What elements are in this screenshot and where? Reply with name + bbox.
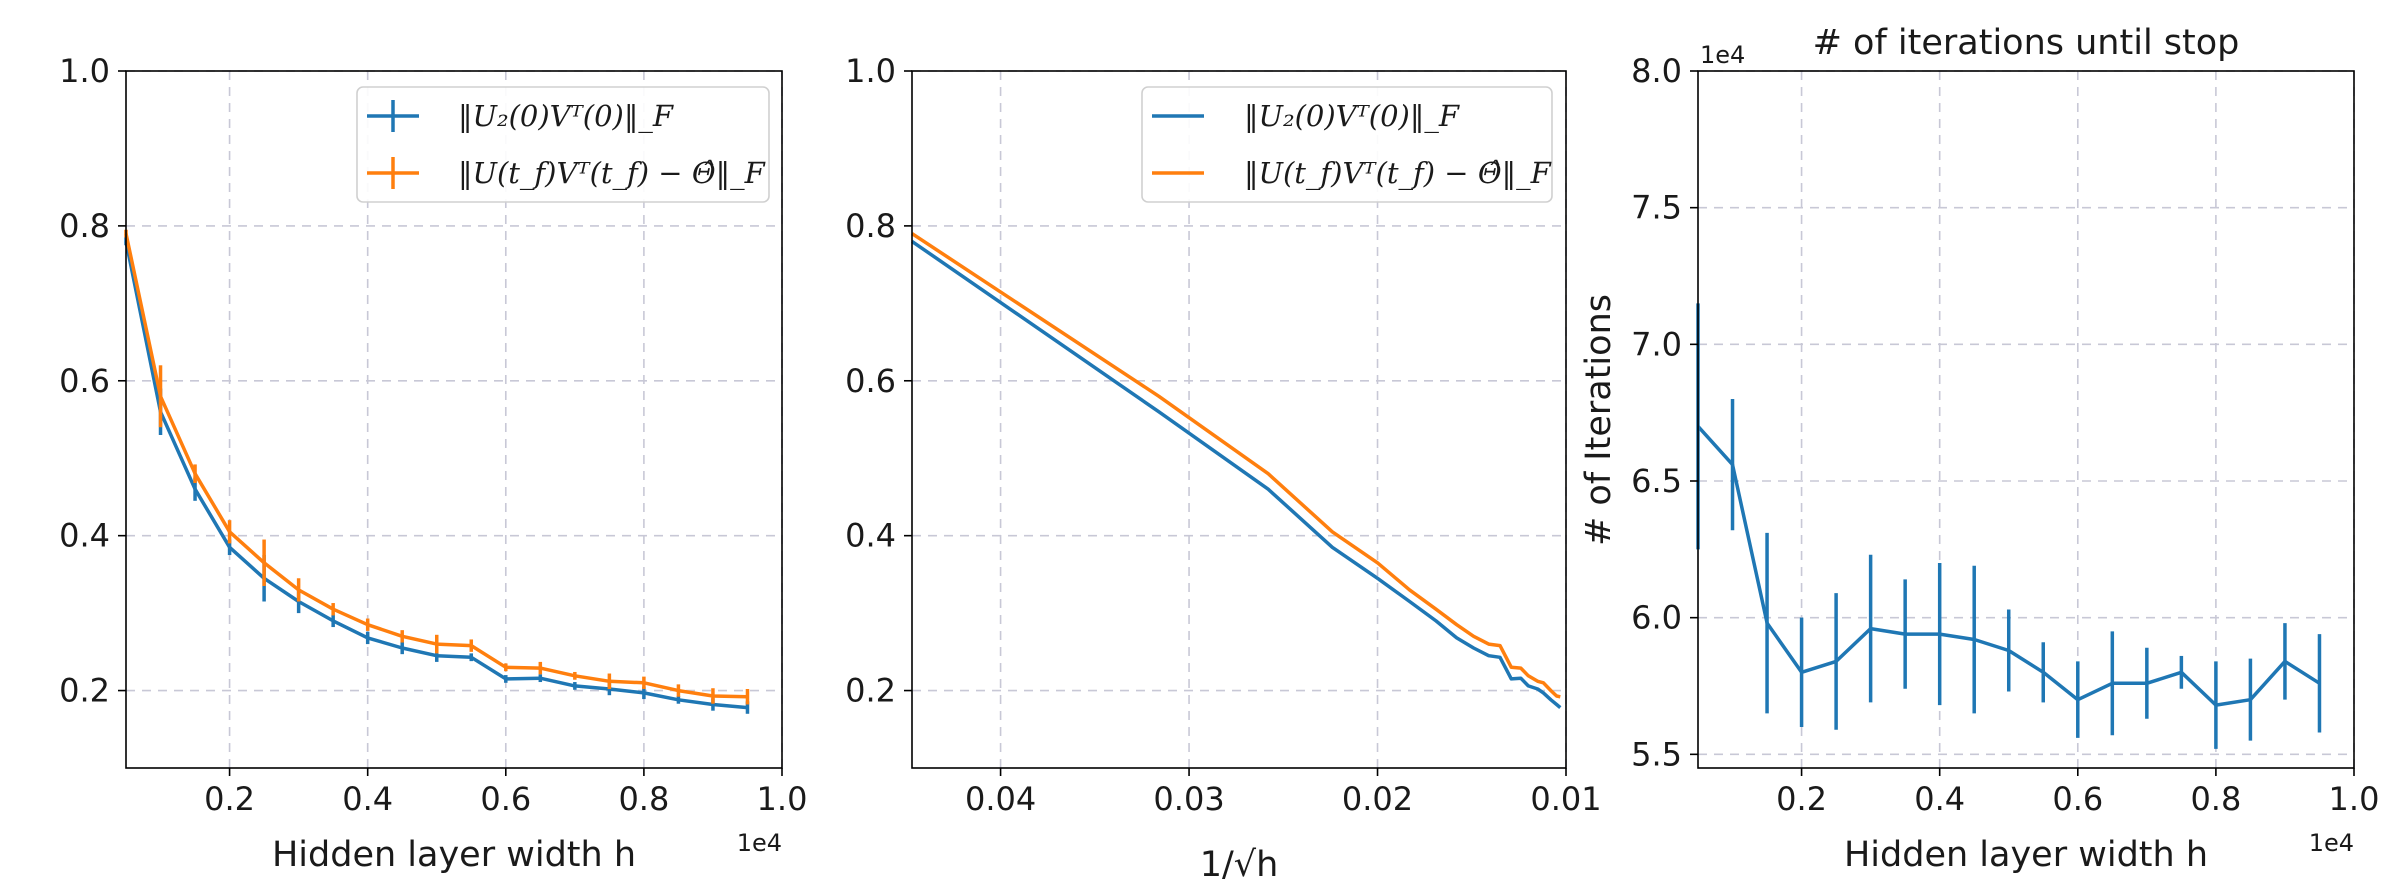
x-tick-label: 0.6 [2052, 780, 2103, 818]
x-axis-label: Hidden layer width h [272, 835, 636, 875]
x-tick-label: 0.6 [480, 780, 531, 818]
y-tick-label: 6.0 [1631, 599, 1682, 637]
x-tick-label: 1.0 [757, 780, 808, 818]
legend-label-orange: ‖U(t_f)Vᵀ(t_f) − Θ̂‖_F [1244, 156, 1552, 191]
y-tick-label: 8.0 [1631, 52, 1682, 90]
y-tick-label: 1.0 [59, 52, 110, 90]
x-tick-label: 0.04 [965, 780, 1036, 818]
y-tick-label: 5.5 [1631, 735, 1682, 773]
y-axis-label: # of Iterations [1579, 294, 1619, 546]
x-tick-label: 0.01 [1530, 780, 1601, 818]
series-line-1 [911, 232, 1561, 699]
x-tick-label: 0.8 [618, 780, 669, 818]
x-tick-label: 0.02 [1342, 780, 1413, 818]
legend: ‖U₂(0)Vᵀ(0)‖_F ‖U(t_f)Vᵀ(t_f) − Θ̂‖_F [356, 86, 770, 203]
plot-frame [1697, 70, 2355, 769]
y-tick-label: 7.0 [1631, 325, 1682, 363]
plot-frame [911, 70, 1567, 769]
x-tick-label: 0.4 [342, 780, 393, 818]
y-tick-label: 0.4 [59, 517, 110, 555]
y-tick-label: 7.5 [1631, 189, 1682, 227]
chart-panel-iterations: 0.2 0.4 0.6 0.8 1.0 5.5 6.0 6.5 7.0 7.5 8.0 # of i… [1579, 23, 2379, 875]
y-tick-label: 0.2 [845, 672, 896, 710]
x-tick-label: 0.4 [1914, 780, 1965, 818]
x-axis-label: 1/√h [1200, 845, 1279, 885]
y-tick-label: 0.8 [59, 207, 110, 245]
x-tick-label: 0.8 [2190, 780, 2241, 818]
x-axis-label: Hidden layer width h [1844, 835, 2208, 875]
x-tick-label: 1.0 [2329, 780, 2380, 818]
chart-title: # of iterations until stop [1813, 23, 2240, 63]
x-axis-multiplier: 1e4 [737, 829, 782, 857]
x-tick-label: 0.2 [1776, 780, 1827, 818]
y-axis-multiplier: 1e4 [1700, 41, 1745, 69]
chart-panel-width: 0.2 0.4 0.6 0.8 1.0 0.2 0.4 0.6 0.8 1.0 Hidden la… [59, 52, 807, 875]
legend-label-blue: ‖U₂(0)Vᵀ(0)‖_F [1244, 99, 1460, 134]
y-tick-label: 0.6 [845, 362, 896, 400]
y-tick-label: 6.5 [1631, 462, 1682, 500]
x-tick-label: 0.03 [1153, 780, 1224, 818]
chart-panel-inverse-sqrt: 0.04 0.03 0.02 0.01 0.2 0.4 0.6 0.8 1.0 1/√h ‖U₂… [845, 52, 1602, 885]
legend-label-orange: ‖U(t_f)Vᵀ(t_f) − Θ̂‖_F [458, 156, 766, 191]
y-tick-label: 0.8 [845, 207, 896, 245]
y-tick-label: 1.0 [845, 52, 896, 90]
y-tick-label: 0.2 [59, 672, 110, 710]
plot-frame [125, 70, 783, 769]
y-tick-label: 0.4 [845, 517, 896, 555]
series-line-0 [911, 239, 1562, 709]
legend: ‖U₂(0)Vᵀ(0)‖_F ‖U(t_f)Vᵀ(t_f) − Θ̂‖_F [1141, 86, 1553, 203]
x-axis-multiplier: 1e4 [2309, 829, 2354, 857]
legend-label-blue: ‖U₂(0)Vᵀ(0)‖_F [458, 99, 674, 134]
x-tick-label: 0.2 [204, 780, 255, 818]
y-tick-label: 0.6 [59, 362, 110, 400]
